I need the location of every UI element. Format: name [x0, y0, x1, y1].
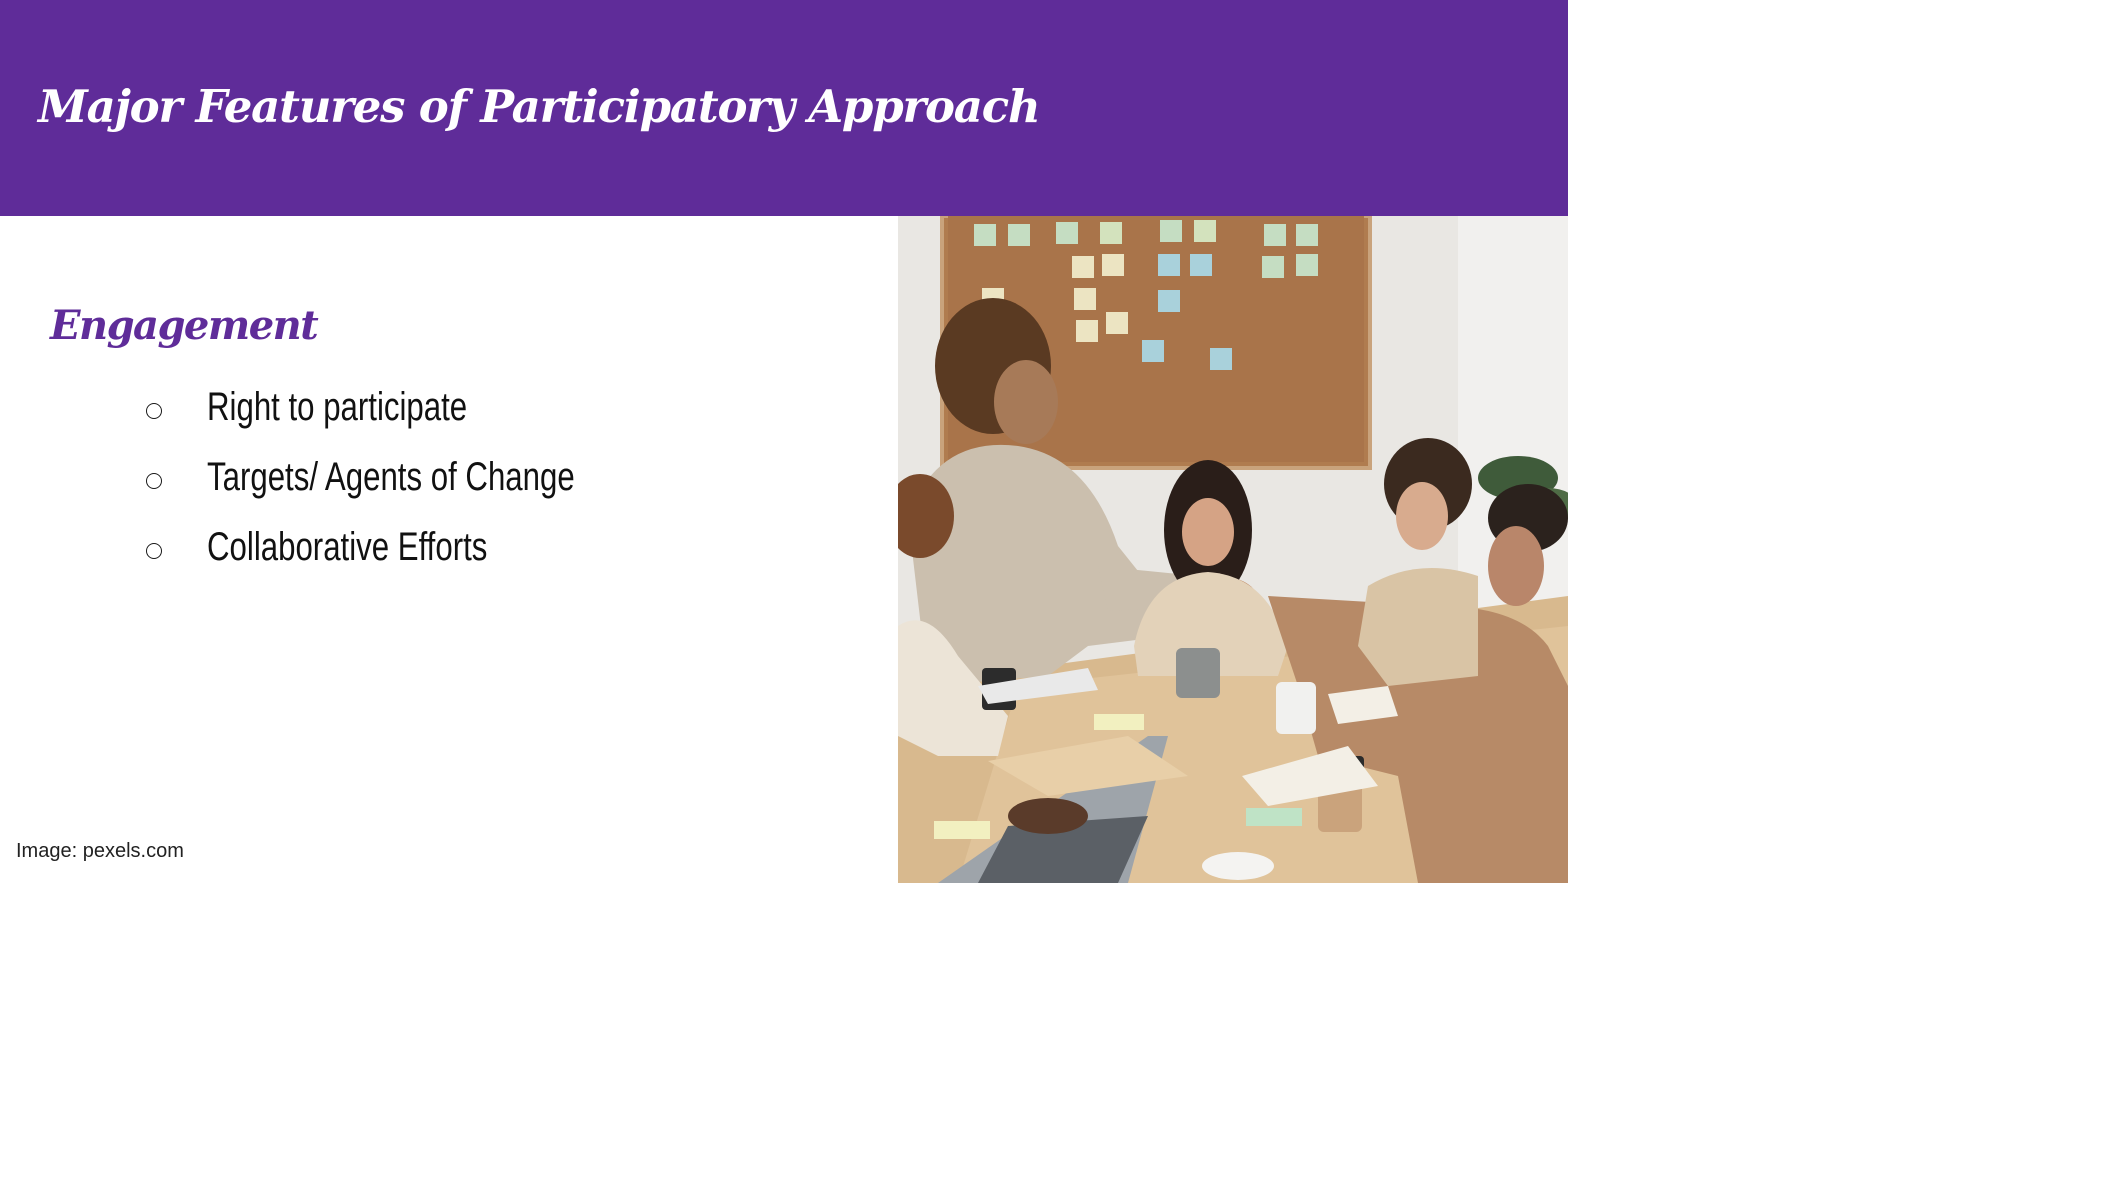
image-credit: Image: pexels.com — [16, 840, 184, 862]
title-band: Major Features of Participatory Approach — [0, 0, 1568, 216]
list-item: Right to participate — [0, 380, 800, 440]
list-item: Targets/ Agents of Change — [0, 450, 800, 510]
hollow-circle-bullet-icon — [146, 403, 162, 419]
list-item: Collaborative Efforts — [0, 520, 800, 580]
slide-title: Major Features of Participatory Approach — [38, 80, 1041, 133]
team-meeting-photo — [898, 216, 1568, 883]
hollow-circle-bullet-icon — [146, 543, 162, 559]
bullet-text: Targets/ Agents of Change — [207, 455, 575, 499]
section-subheading: Engagement — [50, 302, 319, 349]
bullet-text: Right to participate — [207, 385, 468, 429]
bullet-text: Collaborative Efforts — [207, 525, 488, 569]
slide: Major Features of Participatory Approach… — [0, 0, 1568, 883]
hollow-circle-bullet-icon — [146, 473, 162, 489]
